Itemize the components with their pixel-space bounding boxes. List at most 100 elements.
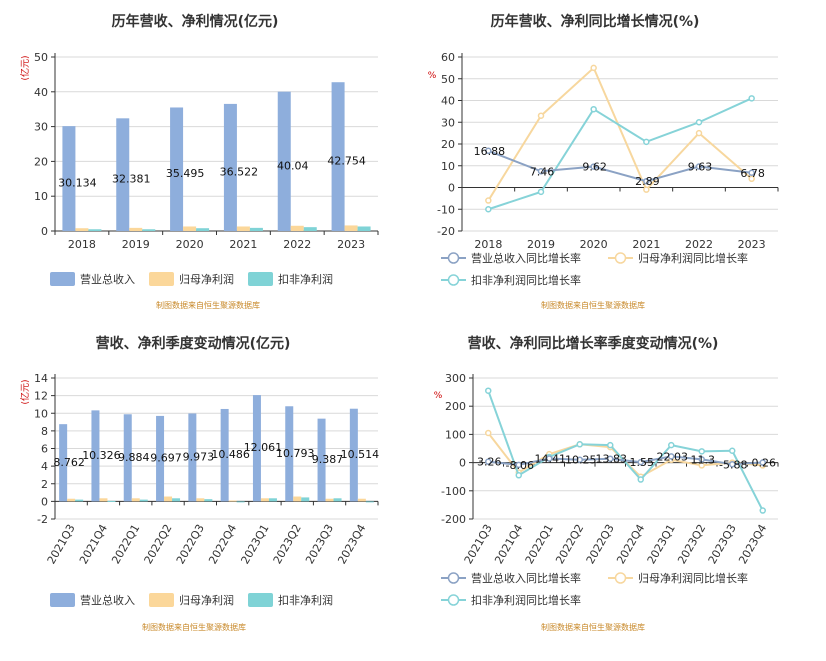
legend-label: 扣非净利润 — [278, 593, 333, 607]
bar-扣非净利润-2022Q4 — [236, 501, 245, 503]
bar-营业总收入-2023Q2 — [285, 406, 294, 502]
bar-归母净利润-2023 — [344, 225, 358, 231]
x-tick-label: 2022Q4 — [614, 522, 647, 566]
legend-label: 扣非净利润同比增长率 — [471, 273, 581, 287]
bar-归母净利润-2022Q4 — [228, 500, 237, 502]
point-营业总收入同比增长率-2023Q2 — [698, 456, 705, 463]
y-tick-label: 30 — [34, 121, 48, 134]
data-label: 13.83 — [596, 453, 628, 466]
point-营业总收入同比增长率-2021 — [643, 177, 650, 185]
x-tick-label: 2022Q2 — [553, 522, 586, 566]
data-label: 10.514 — [341, 448, 380, 461]
bar-营业总收入-2023Q1 — [252, 395, 261, 502]
bar-归母净利润-2021 — [236, 226, 250, 231]
y-tick-label: 10 — [34, 407, 48, 420]
x-tick-label: 2023Q2 — [675, 522, 708, 566]
bar-扣非净利润-2023 — [357, 226, 371, 231]
bar-扣非净利润-2022 — [303, 227, 317, 231]
y-tick-label: 12 — [34, 390, 48, 403]
legend-swatch — [149, 593, 174, 607]
bar-扣非净利润-2021Q3 — [75, 499, 84, 502]
bar-扣非净利润-2019 — [142, 229, 156, 231]
data-label: 10.25 — [565, 454, 597, 467]
y-axis-unit: % — [428, 71, 437, 81]
y-tick-label: 200 — [445, 400, 466, 413]
bar-归母净利润-2023Q2 — [293, 496, 302, 502]
y-tick-label: 4 — [41, 460, 48, 473]
y-tick-label: 40 — [34, 86, 48, 99]
bar-扣非净利润-2022Q3 — [204, 499, 213, 502]
point-归母净利润同比增长率-2023Q2 — [698, 462, 705, 469]
x-tick-label: 2022Q3 — [174, 522, 207, 566]
chart-title: 营收、净利季度变动情况(亿元) — [96, 335, 291, 352]
source-note: 制图数据来自恒生聚源数据库 — [142, 622, 246, 632]
bar-扣非净利润-2022Q1 — [139, 499, 148, 502]
y-tick-label: 20 — [34, 155, 48, 168]
point-扣非净利润同比增长率-2021 — [643, 138, 650, 146]
y-axis-unit: % — [434, 391, 443, 401]
x-tick-label: 2021 — [229, 238, 257, 251]
point-营业总收入同比增长率-2019 — [537, 168, 545, 175]
point-扣非净利润同比增长率-2022Q4 — [637, 476, 644, 483]
y-tick-label: 60 — [441, 51, 455, 64]
bar-营业总收入-2021Q3 — [59, 424, 68, 502]
point-扣非净利润同比增长率-2023Q3 — [729, 447, 736, 455]
x-tick-label: 2022Q2 — [142, 522, 175, 566]
source-note: 制图数据来自恒生聚源数据库 — [156, 300, 260, 310]
x-tick-label: 2021Q4 — [77, 522, 110, 566]
point-扣非净利润同比增长率-2023Q4 — [759, 507, 766, 514]
data-label: 40.04 — [277, 159, 309, 172]
y-tick-label: 100 — [445, 428, 466, 441]
bar-扣非净利润-2023Q2 — [301, 497, 310, 502]
legend-swatch — [149, 272, 174, 286]
point-归母净利润同比增长率-2018 — [485, 197, 492, 204]
data-label: 16.88 — [474, 145, 506, 158]
point-扣非净利润同比增长率-2018 — [485, 206, 492, 213]
point-扣非净利润同比增长率-2021Q3 — [485, 387, 492, 394]
x-tick-label: 2021Q3 — [45, 522, 78, 566]
data-label: 9.387 — [312, 453, 344, 466]
line-扣非净利润同比增长率 — [488, 97, 753, 211]
bar-扣非净利润-2021 — [249, 227, 263, 231]
bar-营业总收入-2021 — [223, 103, 237, 231]
point-营业总收入同比增长率-2022Q1 — [546, 455, 553, 462]
point-营业总收入同比增长率-2023 — [748, 169, 755, 177]
x-tick-label: 2021Q3 — [462, 522, 495, 566]
point-营业总收入同比增长率-2023Q4 — [759, 459, 766, 466]
y-tick-label: 300 — [445, 372, 466, 385]
bar-扣非净利润-2023Q3 — [333, 498, 342, 502]
y-tick-label: 0 — [41, 495, 48, 508]
legend-label: 扣非净利润 — [278, 272, 333, 286]
point-扣非净利润同比增长率-2022Q2 — [576, 441, 583, 448]
legend-marker — [614, 572, 627, 584]
x-tick-label: 2023Q3 — [303, 522, 336, 566]
x-tick-label: 2022Q1 — [109, 522, 142, 566]
x-tick-label: 2018 — [474, 238, 502, 251]
data-label: 8.762 — [53, 456, 85, 469]
y-tick-label: -200 — [441, 513, 466, 526]
y-tick-label: -100 — [441, 485, 466, 498]
point-归母净利润同比增长率-2019 — [537, 112, 545, 119]
source-note: 制图数据来自恒生聚源数据库 — [541, 300, 645, 310]
x-tick-label: 2022 — [685, 238, 713, 251]
data-label: 35.495 — [166, 167, 205, 180]
legend-label: 营业总收入 — [80, 272, 135, 286]
x-tick-label: 2023Q2 — [271, 522, 304, 566]
data-label: 9.62 — [582, 161, 607, 174]
data-label: 9.884 — [118, 451, 150, 464]
data-label: 6.78 — [740, 167, 765, 180]
legend-label: 归母净利润同比增长率 — [638, 571, 748, 585]
data-label: 11.3 — [691, 453, 716, 466]
data-label: 3.26 — [477, 456, 502, 469]
point-归母净利润同比增长率-2020 — [590, 64, 597, 72]
x-tick-label: 2023 — [337, 238, 365, 251]
x-tick-label: 2023Q4 — [736, 522, 769, 566]
bar-归母净利润-2022Q3 — [196, 498, 205, 502]
source-note: 制图数据来自恒生聚源数据库 — [541, 622, 645, 632]
point-归母净利润同比增长率-2023 — [748, 175, 755, 183]
point-营业总收入同比增长率-2021Q3 — [485, 458, 492, 465]
data-label: 1.55 — [630, 456, 655, 469]
x-tick-label: 2022Q3 — [584, 522, 617, 566]
legend-label: 营业总收入同比增长率 — [471, 251, 581, 265]
y-tick-label: 6 — [41, 443, 48, 456]
